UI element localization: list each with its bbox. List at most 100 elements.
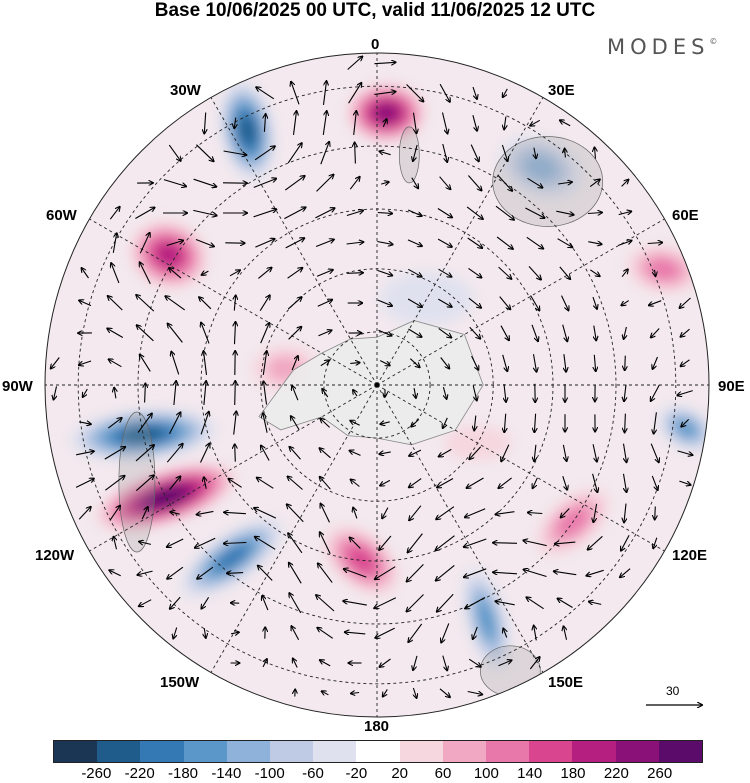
wind-vector <box>469 446 482 459</box>
wind-vector <box>679 480 690 485</box>
wind-vector <box>651 328 660 338</box>
wind-vector <box>532 354 537 372</box>
wind-vector <box>235 322 236 345</box>
brand-name: MODES <box>607 35 710 59</box>
wind-vector <box>651 475 657 490</box>
wind-vector <box>650 443 659 463</box>
wind-vector <box>470 144 479 162</box>
colorbar-swatch <box>183 741 227 762</box>
wind-vector <box>195 537 216 548</box>
wind-vector <box>559 266 570 279</box>
wind-vector <box>375 566 396 580</box>
wind-vector <box>377 213 392 214</box>
wind-vector <box>439 83 450 102</box>
lon-label-150e: 150E <box>548 674 584 691</box>
wind-vector <box>202 271 209 275</box>
wind-vector <box>443 386 446 399</box>
wind-vector <box>228 479 242 488</box>
colorbar-tick-label: -220 <box>124 765 155 782</box>
wind-vector <box>109 506 120 521</box>
colorbar-tick-label: -180 <box>167 765 199 782</box>
wind-vector <box>437 478 454 488</box>
wind-vector <box>534 626 537 641</box>
wind-vector <box>527 177 543 187</box>
wind-vector <box>109 207 119 220</box>
wind-vector <box>320 419 330 428</box>
anomaly-contour <box>477 600 495 639</box>
wind-vector <box>496 512 515 515</box>
wind-vector <box>624 326 627 339</box>
wind-vector <box>114 388 116 399</box>
wind-vector <box>104 447 125 460</box>
wind-vector <box>204 351 208 375</box>
wind-vector <box>618 211 632 214</box>
colorbar-swatch <box>529 741 573 762</box>
wind-vector <box>75 479 94 488</box>
wind-vector <box>653 356 659 369</box>
wind-vector <box>562 476 567 490</box>
wind-vector <box>291 626 300 641</box>
wind-vector <box>409 358 419 368</box>
wind-vector <box>498 660 512 667</box>
wind-vector <box>437 208 452 218</box>
wind-vector <box>438 327 452 337</box>
wind-vector <box>467 692 483 695</box>
wind-vector <box>350 451 361 456</box>
wind-vector <box>254 508 277 519</box>
wind-vector <box>163 179 186 187</box>
wind-vector <box>595 147 596 159</box>
wind-vector <box>139 542 152 545</box>
wind-vector <box>82 268 89 279</box>
wind-vector <box>322 111 326 135</box>
lon-label-90e: 90E <box>718 378 745 395</box>
wind-vector <box>379 535 392 550</box>
wind-vector <box>414 388 416 398</box>
wind-vector <box>436 506 455 520</box>
wind-vector <box>234 295 235 311</box>
wind-vector <box>379 452 391 454</box>
wind-vector <box>380 658 391 667</box>
lon-label-120w: 120W <box>35 547 75 564</box>
wind-vector <box>654 412 657 433</box>
wind-vector <box>167 538 184 547</box>
wind-vector <box>54 386 57 399</box>
wind-vector <box>621 535 630 550</box>
wind-vector <box>438 268 452 277</box>
wind-vector <box>199 297 212 310</box>
meridian-line <box>202 82 378 386</box>
colorbar-swatch <box>313 741 357 762</box>
wind-vector <box>441 112 448 134</box>
wind-vector <box>443 417 448 428</box>
wind-vector <box>413 655 418 670</box>
wind-vector <box>468 267 482 277</box>
wind-vector <box>413 144 418 161</box>
wind-vector <box>255 239 274 248</box>
wind-vector <box>350 363 359 364</box>
wind-vector <box>135 445 154 462</box>
colorbar <box>53 740 703 763</box>
wind-vector <box>288 533 303 554</box>
wind-vector <box>530 119 541 125</box>
wind-vector <box>560 120 571 127</box>
wind-vector <box>557 238 573 248</box>
wind-vector <box>235 444 236 462</box>
wind-vector <box>350 538 361 549</box>
wind-vector <box>79 300 92 307</box>
wind-vector <box>170 596 181 609</box>
wind-vector <box>346 211 363 217</box>
wind-vector <box>655 269 656 276</box>
wind-vector <box>292 386 299 401</box>
wind-vector <box>253 179 276 188</box>
wind-vector <box>78 422 91 424</box>
wind-vector <box>594 354 595 371</box>
wind-vector <box>255 537 276 550</box>
wind-vector <box>677 390 693 396</box>
wind-vector <box>589 269 599 276</box>
wind-vector <box>287 143 302 164</box>
wind-vector <box>288 327 302 340</box>
wind-vector <box>377 269 393 276</box>
wind-vector <box>317 300 332 307</box>
wind-vector <box>621 269 628 278</box>
latitude-circle <box>137 145 617 625</box>
wind-vector <box>200 444 210 463</box>
